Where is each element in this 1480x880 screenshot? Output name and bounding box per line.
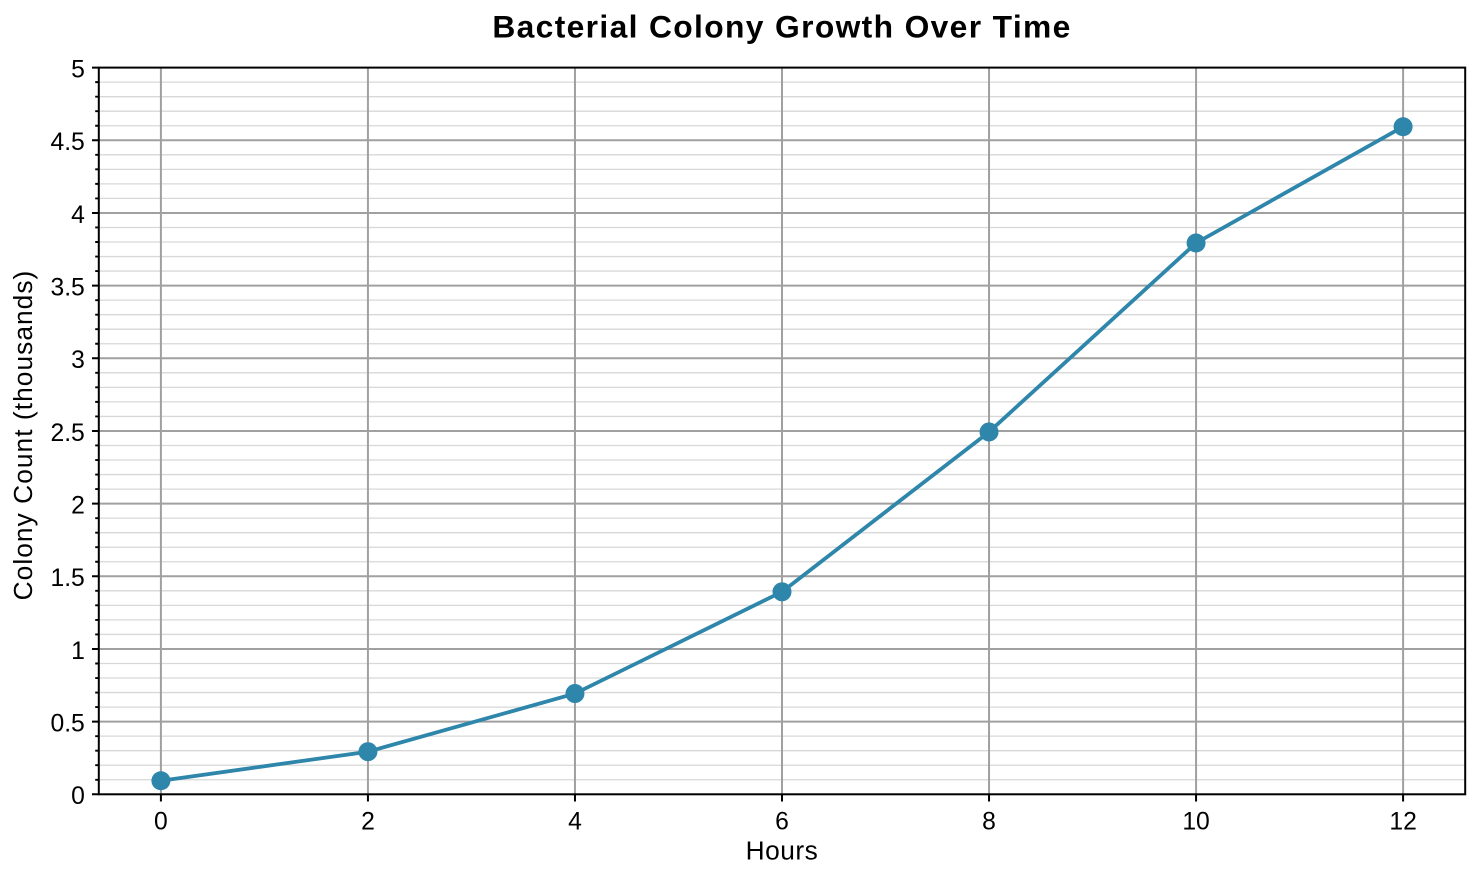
svg-text:1: 1: [71, 638, 85, 665]
svg-text:5: 5: [71, 57, 85, 84]
svg-text:0.5: 0.5: [50, 711, 84, 738]
svg-text:2.5: 2.5: [50, 420, 84, 447]
svg-text:Bacterial Colony Growth Over T: Bacterial Colony Growth Over Time: [492, 8, 1071, 44]
svg-text:Colony Count (thousands): Colony Count (thousands): [8, 270, 38, 601]
svg-text:3.5: 3.5: [50, 275, 84, 302]
svg-text:8: 8: [982, 808, 996, 835]
svg-text:10: 10: [1182, 808, 1209, 835]
svg-text:2: 2: [71, 493, 85, 520]
svg-text:4: 4: [568, 808, 582, 835]
svg-text:6: 6: [775, 808, 789, 835]
svg-text:1.5: 1.5: [50, 565, 84, 592]
svg-text:0: 0: [154, 808, 168, 835]
svg-text:3: 3: [71, 347, 85, 374]
svg-text:4: 4: [71, 202, 85, 229]
svg-text:0: 0: [71, 783, 85, 810]
svg-text:4.5: 4.5: [50, 129, 84, 156]
svg-text:2: 2: [361, 808, 375, 835]
svg-text:12: 12: [1389, 808, 1416, 835]
svg-text:Hours: Hours: [746, 836, 819, 866]
